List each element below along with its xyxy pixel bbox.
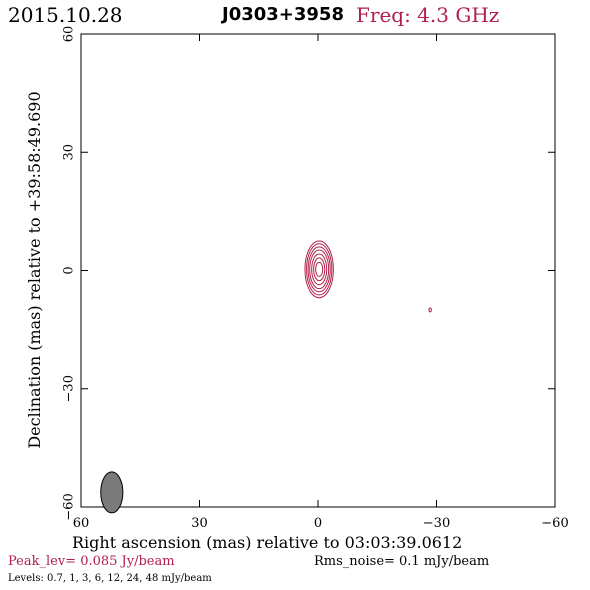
x-tick-label: 60 xyxy=(73,516,90,531)
y-tick-label: 30 xyxy=(62,144,77,161)
observation-date: 2015.10.28 xyxy=(8,3,123,27)
x-tick-label: 0 xyxy=(314,516,322,531)
contour-levels: Levels: 0.7, 1, 3, 6, 12, 24, 48 mJy/bea… xyxy=(8,573,212,584)
contour-group xyxy=(304,240,432,313)
contour-level xyxy=(306,243,333,296)
x-tick-label: −60 xyxy=(541,516,568,531)
y-axis-ticks: −60 −30 0 30 60 xyxy=(62,26,555,521)
rms-noise: Rms_noise= 0.1 mJy/beam xyxy=(314,554,490,569)
y-tick-label: −30 xyxy=(62,375,77,402)
contour-level xyxy=(307,246,331,293)
contour-level xyxy=(304,240,334,299)
y-tick-label: 0 xyxy=(62,266,77,274)
y-tick-label: −60 xyxy=(62,493,77,520)
x-tick-label: 30 xyxy=(191,516,208,531)
contour-level xyxy=(309,249,330,290)
y-axis-label: Declination (mas) relative to +39:58:49.… xyxy=(25,91,44,449)
contour-level xyxy=(311,253,328,286)
x-axis-label: Right ascension (mas) relative to 03:03:… xyxy=(72,533,463,552)
y-tick-label: 60 xyxy=(62,26,77,43)
source-name: J0303+3958 xyxy=(222,4,344,25)
peak-level: Peak_lev= 0.085 Jy/beam xyxy=(8,554,175,569)
beam-group xyxy=(100,471,124,514)
x-axis-ticks: 60 30 0 −30 −60 xyxy=(73,34,569,531)
beam-ellipse xyxy=(100,471,124,514)
plot-frame xyxy=(80,33,556,508)
contour-level xyxy=(313,257,326,282)
contour-level xyxy=(315,261,324,277)
frequency-label: Freq: 4.3 GHz xyxy=(356,3,500,27)
x-tick-label: −30 xyxy=(423,516,450,531)
contour-level xyxy=(428,307,432,313)
